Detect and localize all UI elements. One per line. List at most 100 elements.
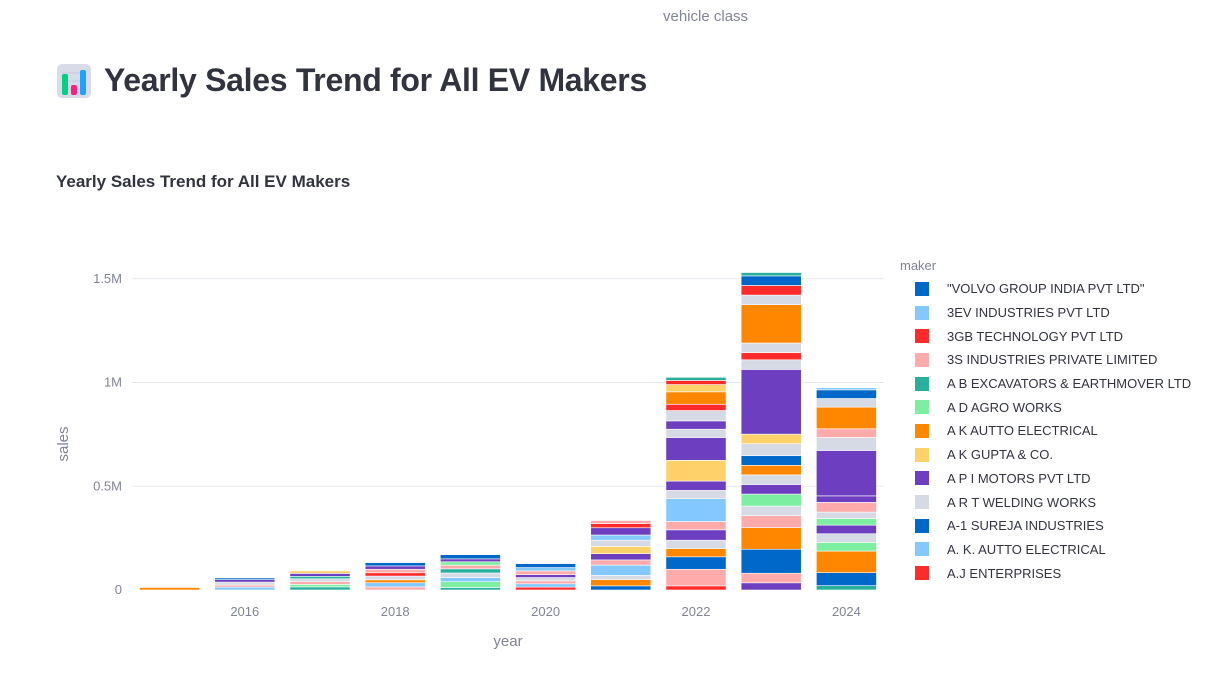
bar-segment [590, 546, 652, 554]
bar-segment [590, 520, 652, 524]
bar-segment [515, 563, 576, 568]
x-axis-title: year [493, 633, 522, 650]
bar-segment [740, 285, 802, 296]
legend-label: A B EXCAVATORS & EARTHMOVER LTD [947, 376, 1192, 392]
bar-segment [816, 428, 877, 438]
bar-segment [665, 391, 727, 405]
bar-segment [816, 524, 877, 535]
bar-segment [665, 428, 727, 438]
legend-swatch [915, 566, 929, 581]
bar-segment [440, 577, 501, 582]
x-tick-label: 2018 [381, 604, 410, 619]
bar-segment [665, 539, 727, 549]
legend-label: 3EV INDUSTRIES PVT LTD [947, 305, 1110, 321]
bar-segment [816, 398, 877, 408]
bar-segment [440, 587, 501, 591]
bar-segment [665, 384, 727, 393]
bar-segment [590, 575, 652, 580]
bar-segment [740, 455, 802, 466]
bar-segment [364, 579, 426, 584]
legend-item[interactable]: "VOLVO GROUP INDIA PVT LTD" [900, 277, 1191, 301]
bar-segment [289, 581, 351, 585]
bar-segment [740, 369, 802, 435]
bar-segment [740, 272, 802, 277]
legend-item[interactable]: 3S INDUSTRIES PRIVATE LIMITED [900, 348, 1191, 372]
legend-swatch [915, 281, 929, 296]
legend-swatch [915, 352, 929, 367]
legend-swatch [915, 542, 929, 557]
bar-segment [590, 559, 652, 566]
bar-segment [440, 564, 501, 570]
bar-segment [816, 437, 877, 451]
legend-item[interactable]: A.J ENTERPRISES [900, 561, 1191, 585]
bar-segment [289, 584, 351, 588]
legend-item[interactable]: A B EXCAVATORS & EARTHMOVER LTD [900, 372, 1191, 396]
legend-item[interactable]: A K GUPTA & CO. [900, 443, 1191, 467]
bar-segment [364, 586, 426, 591]
bar-segment [740, 505, 802, 516]
bar-segment [440, 572, 501, 578]
bar-segment [214, 586, 276, 591]
bar-segment [740, 548, 802, 574]
bar-segment [515, 583, 576, 588]
legend-item[interactable]: A D AGRO WORKS [900, 395, 1191, 419]
bar-segment [740, 433, 802, 445]
page-title-text: Yearly Sales Trend for All EV Makers [104, 62, 647, 98]
bar-segment [816, 550, 877, 573]
bar-segment [440, 561, 501, 566]
bar-segment [590, 553, 652, 561]
bar-segment [289, 573, 351, 577]
legend-swatch [915, 471, 929, 486]
bar-segment [590, 534, 652, 541]
bar-segment [289, 570, 351, 574]
bar-segment [816, 502, 877, 513]
bar-segment [665, 498, 727, 522]
bar-segment [214, 584, 276, 588]
legend-item[interactable]: A P I MOTORS PVT LTD [900, 467, 1191, 491]
bar-segment [816, 542, 877, 552]
bar-segment [665, 380, 727, 385]
bar-segment [740, 275, 802, 286]
bar-segment [364, 572, 426, 577]
bar-segment [590, 579, 652, 587]
bar-segment [740, 572, 802, 584]
bar-segment [816, 518, 877, 526]
bar-segment [816, 533, 877, 543]
legend-item[interactable]: 3GB TECHNOLOGY PVT LTD [900, 324, 1191, 348]
bar-segment [740, 342, 802, 353]
x-tick-label: 2020 [531, 604, 560, 619]
bar-segment [515, 570, 576, 575]
legend-item[interactable]: 3EV INDUSTRIES PVT LTD [900, 301, 1191, 325]
bar-segment [440, 568, 501, 574]
legend-item[interactable]: A K AUTTO ELECTRICAL [900, 419, 1191, 443]
bar-segment [289, 586, 351, 591]
bar-segment [665, 521, 727, 531]
bar-segment [740, 359, 802, 370]
legend-label: A.J ENTERPRISES [947, 565, 1062, 581]
bar-segment [816, 572, 877, 586]
y-axis-title: sales [55, 426, 72, 461]
bar-segment [364, 565, 426, 570]
vehicle-class-label: vehicle class [663, 8, 749, 25]
bar-segment [740, 493, 802, 507]
legend-swatch [915, 518, 929, 533]
bar-segment [515, 580, 576, 585]
bar-segment [740, 515, 802, 528]
page-title: Yearly Sales Trend for All EV Makers [56, 62, 647, 99]
bar-segment [590, 564, 652, 576]
bar-segment [515, 574, 576, 578]
bar-chart-icon [57, 63, 91, 98]
bar-segment [515, 567, 576, 572]
legend-label: "VOLVO GROUP INDIA PVT LTD" [947, 281, 1145, 297]
bar-segment [364, 582, 426, 588]
legend-item[interactable]: A. K. AUTTO ELECTRICAL [900, 538, 1191, 562]
legend-item[interactable]: A R T WELDING WORKS [900, 490, 1191, 514]
bar-segment [665, 529, 727, 541]
bar-segment [364, 562, 426, 567]
bar-segment [665, 490, 727, 499]
legend-item[interactable]: A-1 SUREJA INDUSTRIES [900, 514, 1191, 538]
bar-segment [665, 403, 727, 411]
bar-segment [816, 585, 877, 591]
bar-segment [214, 577, 276, 580]
